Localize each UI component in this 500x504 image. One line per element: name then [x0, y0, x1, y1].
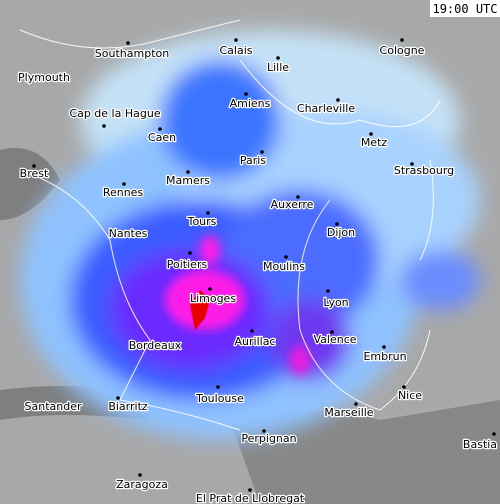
timestamp-box — [430, 0, 500, 17]
city-dot — [492, 432, 496, 436]
city-dot — [186, 170, 190, 174]
city-label: Metz — [361, 136, 388, 149]
city-dot — [110, 230, 114, 234]
city-label: Brest — [20, 167, 49, 180]
city-label: Limoges — [190, 292, 236, 305]
city-label: Marseille — [324, 406, 373, 419]
city-label: Caen — [148, 131, 176, 144]
city-dot — [296, 195, 300, 199]
city-dot — [330, 330, 334, 334]
city-label: Plymouth — [18, 71, 70, 84]
sea — [0, 148, 60, 220]
city-label: Moulins — [263, 260, 305, 273]
city-dot — [260, 150, 264, 154]
city-dot — [326, 289, 330, 293]
city-dot — [276, 56, 280, 60]
city-dot — [138, 473, 142, 477]
city-label: Dijon — [327, 226, 355, 239]
city-dot — [400, 38, 404, 42]
city-label: Cologne — [380, 44, 425, 57]
city-label: Nice — [398, 389, 422, 402]
city-dot — [369, 132, 373, 136]
city-label: Calais — [219, 44, 252, 57]
city-label: Auxerre — [271, 198, 314, 211]
timestamp: 19:00 UTC — [432, 2, 497, 16]
city-label: Embrun — [363, 350, 406, 363]
city-label: Bastia — [463, 438, 497, 451]
city-dot — [170, 346, 174, 350]
city-dot — [116, 396, 120, 400]
city-label: Amiens — [230, 97, 271, 110]
city-dot — [410, 162, 414, 166]
city-label: Lille — [267, 61, 289, 74]
city-dot — [335, 222, 339, 226]
city-dot — [102, 124, 106, 128]
city-dot — [122, 182, 126, 186]
city-dot — [18, 72, 22, 76]
city-dot — [382, 345, 386, 349]
city-dot — [216, 385, 220, 389]
city-dot — [234, 38, 238, 42]
city-label: Southampton — [95, 47, 169, 60]
city-label: Valence — [313, 333, 356, 346]
city-dot — [284, 255, 288, 259]
city-label: Mamers — [166, 174, 210, 187]
city-dot — [188, 251, 192, 255]
city-dot — [250, 329, 254, 333]
city-dot — [354, 402, 358, 406]
city-label: Bordeaux — [129, 339, 182, 352]
heavy-rain — [190, 290, 210, 330]
city-dot — [78, 402, 82, 406]
city-dot — [126, 41, 130, 45]
city-label: Perpignan — [241, 432, 296, 445]
city-label: Poitiers — [167, 258, 208, 271]
city-dot — [32, 164, 36, 168]
city-label: Santander — [25, 400, 82, 413]
city-label: Biarritz — [108, 400, 148, 413]
city-dot — [208, 287, 212, 291]
city-label: Tours — [187, 215, 217, 228]
city-label: Zaragoza — [116, 478, 168, 491]
city-label: Nantes — [109, 227, 148, 240]
city-label: Lyon — [323, 296, 348, 309]
city-dot — [158, 127, 162, 131]
city-label: Rennes — [103, 186, 144, 199]
city-label: Paris — [240, 154, 266, 167]
city-dot — [244, 92, 248, 96]
city-label: El Prat de Llobregat — [196, 492, 305, 504]
city-dot — [262, 429, 266, 433]
city-label: Strasbourg — [394, 164, 454, 177]
city-label: Aurillac — [235, 335, 276, 348]
city-dot — [206, 211, 210, 215]
city-label: Cap de la Hague — [69, 107, 160, 120]
city-dot — [336, 98, 340, 102]
city-label: Charleville — [297, 102, 355, 115]
city-label: Toulouse — [195, 392, 244, 405]
city-dot — [248, 488, 252, 492]
borders — [19, 19, 441, 431]
city-dot — [402, 385, 406, 389]
